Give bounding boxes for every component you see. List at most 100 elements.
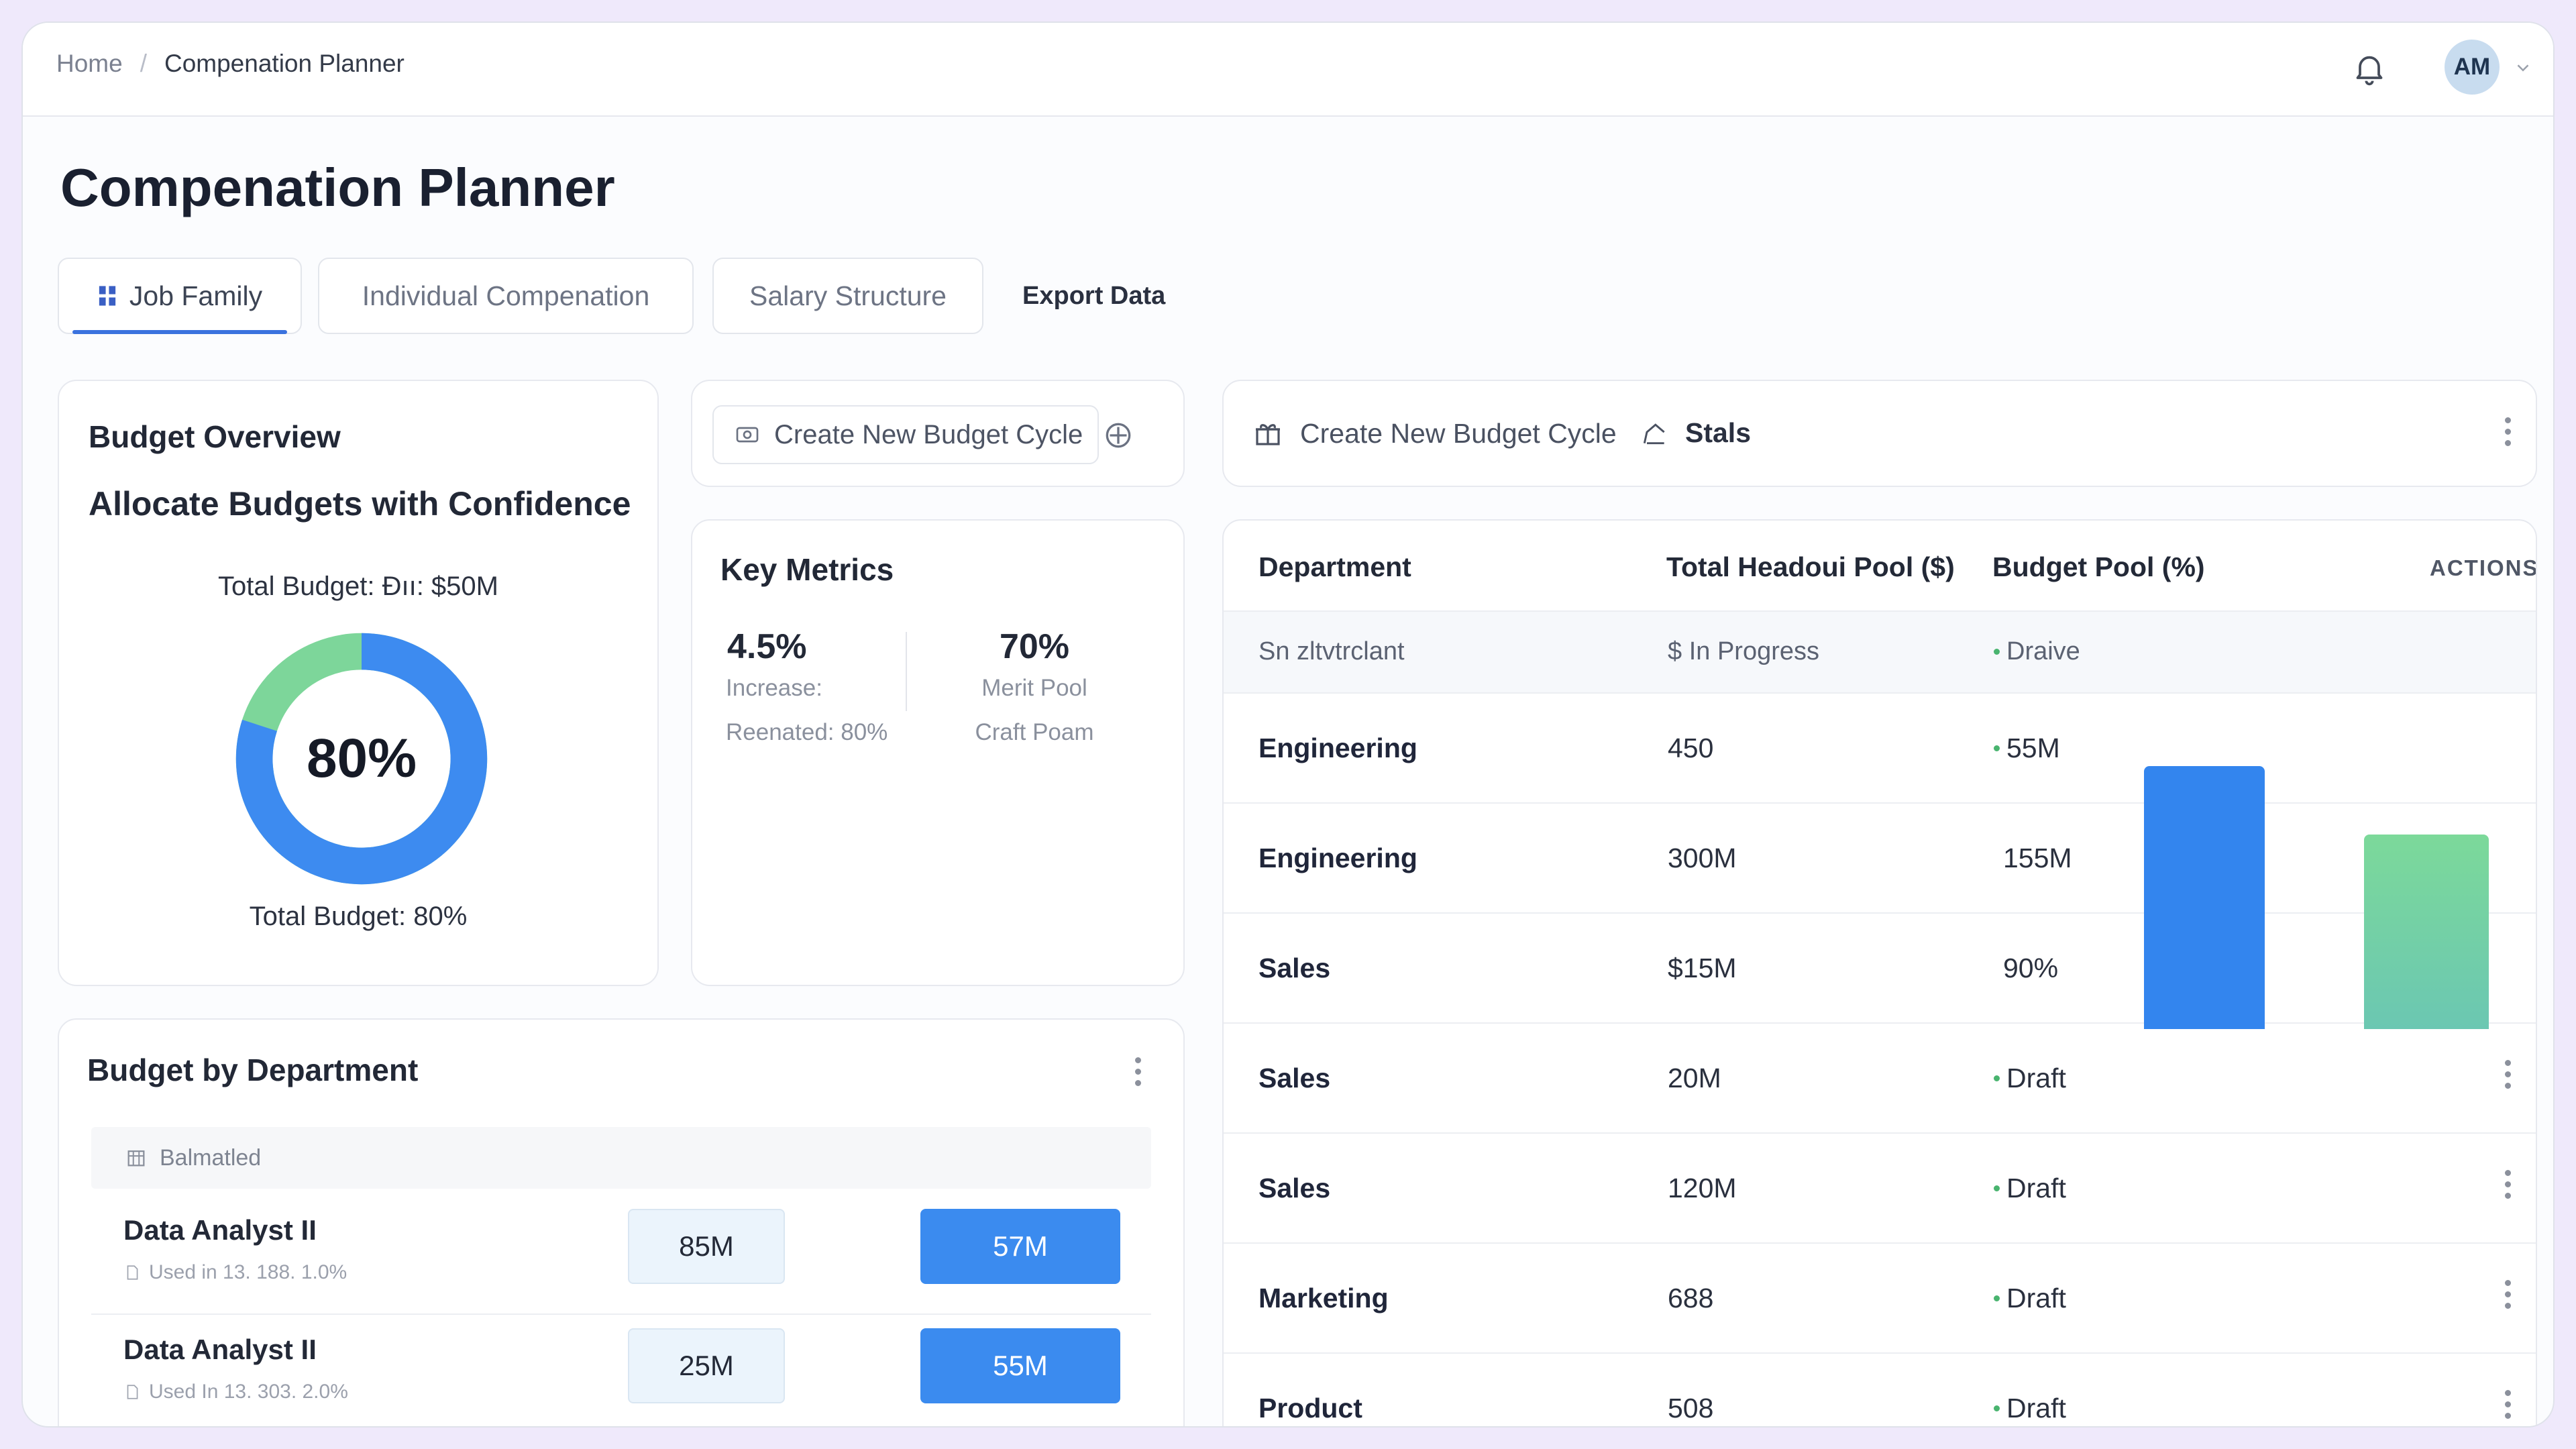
tab-label: Job Family [129,280,263,311]
app-window: Home / Compenation Planner AM Compenatio… [21,21,2555,1428]
status-dot [1994,649,2000,655]
table-row[interactable]: Product 508 Draft [1224,1352,2536,1426]
budget-left-pill[interactable]: 25M [628,1328,785,1403]
document-icon [127,1265,138,1280]
list-item: Data Analyst II Used in 13. 188. 1.0% 85… [91,1195,1151,1315]
cell-department: Marketing [1258,1283,1389,1313]
subheader-pool: $ In Progress [1668,637,1819,665]
home-icon [1643,423,1665,444]
subheader-budget-text: Draive [2006,637,2080,665]
grid-icon [99,286,116,306]
cell-budget-pool: 155M [2003,843,2072,874]
key-metrics-title: Key Metrics [720,552,894,587]
cell-budget-pool: Draft [1994,1283,2066,1314]
budget-overview-title: Budget Overview [89,419,341,454]
usage-text: Used in 13. 188. 1.0% [149,1261,347,1283]
budget-by-department-card: Budget by Department Balmatled Data Anal… [58,1018,1185,1426]
cell-department: Sales [1258,1063,1331,1093]
table-subheader-row: Sn zltvtrclant $ In Progress Draive [1224,610,2536,692]
row-actions-kebab-icon[interactable] [2502,1390,2513,1426]
budget-donut-chart [235,633,488,885]
budget-by-department-title: Budget by Department [87,1053,419,1087]
create-budget-cycle-link[interactable]: Create New Budget Cycle [1252,417,1617,449]
tab-salary-structure[interactable]: Salary Structure [712,258,983,334]
row-actions-kebab-icon[interactable] [2502,1060,2513,1096]
donut-arc [235,633,488,885]
cell-pool: 120M [1668,1173,1737,1203]
budget-right-pill[interactable]: 57M [920,1209,1120,1284]
subheader-dept: Sn zltvtrclant [1258,637,1405,665]
key-metrics-card: Key Metrics 4.5% Increase: Reenated: 80%… [691,519,1185,986]
tab-label: Individual Compenation [362,280,650,311]
cell-budget-text: Draft [2006,1283,2066,1313]
cell-pool: 20M [1668,1063,1721,1093]
cell-budget-text: Draft [2006,1393,2066,1424]
metric-increase-sub: Reenated: 80% [726,719,888,745]
budget-left-pill[interactable]: 85M [628,1209,785,1284]
subheader-budget: Draive [1994,637,2080,666]
metric-increase-value: 4.5% [727,627,807,666]
metric-divider [906,632,907,711]
metric-merit-value: 70% [999,627,1070,666]
job-title: Data Analyst II [123,1334,317,1365]
cell-budget-text: 155M [2003,843,2072,873]
tab-individual-compensation[interactable]: Individual Compenation [318,258,694,334]
status-dot [1994,1075,2000,1081]
table-row[interactable]: Sales 20M Draft [1224,1022,2536,1132]
breadcrumb: Home / Compenation Planner [56,50,405,78]
usage-meta: Used In 13. 303. 2.0% [123,1381,348,1403]
budget-bar-blue [2144,766,2265,1029]
stats-label: Stals [1685,417,1751,448]
create-cycle-card: Create New Budget Cycle [691,380,1185,487]
table-row[interactable]: Sales 120M Draft [1224,1132,2536,1242]
tab-job-family[interactable]: Job Family [58,258,302,334]
cell-department: Sales [1258,953,1331,983]
total-budget-footer: Total Budget: 80% [249,902,468,931]
tab-label: Salary Structure [749,280,947,311]
status-dot [1994,745,2000,751]
total-budget-label: Total Budget: Đıı: $50M [217,572,498,601]
chevron-down-icon[interactable] [2513,58,2533,78]
metric-increase-label: Increase: [726,675,822,701]
row-actions-kebab-icon[interactable] [2502,1280,2513,1316]
building-icon [127,1150,145,1167]
table-row[interactable]: Sales $15M 90% [1224,912,2536,1022]
page-title: Compenation Planner [60,158,615,217]
row-actions-kebab-icon[interactable] [2502,1170,2513,1206]
crosshair-icon[interactable] [1102,419,1135,452]
avatar[interactable]: AM [2445,40,2500,95]
cell-budget-text: Draft [2006,1063,2066,1093]
donut-value: 80% [306,728,417,789]
job-title: Data Analyst II [123,1214,317,1246]
status-dot [1994,1295,2000,1301]
budget-overview-subtitle: Allocate Budgets with Confidence [89,485,631,523]
budget-bar-green [2364,835,2489,1029]
cell-department: Engineering [1258,733,1417,763]
kebab-menu-icon[interactable] [2502,417,2513,453]
column-header-department[interactable]: Department [1258,551,1411,582]
cell-department: Product [1258,1393,1362,1424]
cell-department: Sales [1258,1173,1331,1203]
cell-budget-pool: Draft [1994,1173,2066,1204]
create-budget-cycle-label: Create New Budget Cycle [1300,417,1617,449]
cell-department: Engineering [1258,843,1417,873]
table-row[interactable]: Engineering 450 55M [1224,692,2536,802]
cell-budget-pool: 55M [1994,733,2060,764]
document-icon [127,1385,138,1399]
create-budget-cycle-button[interactable]: Create New Budget Cycle [712,405,1099,464]
metric-merit-label: Merit Pool [981,675,1087,701]
column-header-headcount-pool[interactable]: Total Headoui Pool ($) [1666,551,1955,582]
stats-link[interactable]: Stals [1640,417,1751,449]
budget-right-pill[interactable]: 55M [920,1328,1120,1403]
bell-icon[interactable] [2351,50,2388,87]
column-header-actions: ACTIONS [2430,555,2537,580]
breadcrumb-home[interactable]: Home [56,50,123,77]
table-row[interactable]: Marketing 688 Draft [1224,1242,2536,1352]
export-data-button[interactable]: Export Data [1022,282,1166,310]
cell-budget-pool: Draft [1994,1393,2066,1424]
usage-meta: Used in 13. 188. 1.0% [123,1261,347,1284]
table-row[interactable]: Engineering 300M 155M [1224,802,2536,912]
column-header-budget-pool[interactable]: Budget Pool (%) [1992,551,2205,582]
budget-overview-card: Budget Overview Allocate Budgets with Co… [58,380,659,986]
kebab-menu-icon[interactable] [1132,1057,1143,1093]
